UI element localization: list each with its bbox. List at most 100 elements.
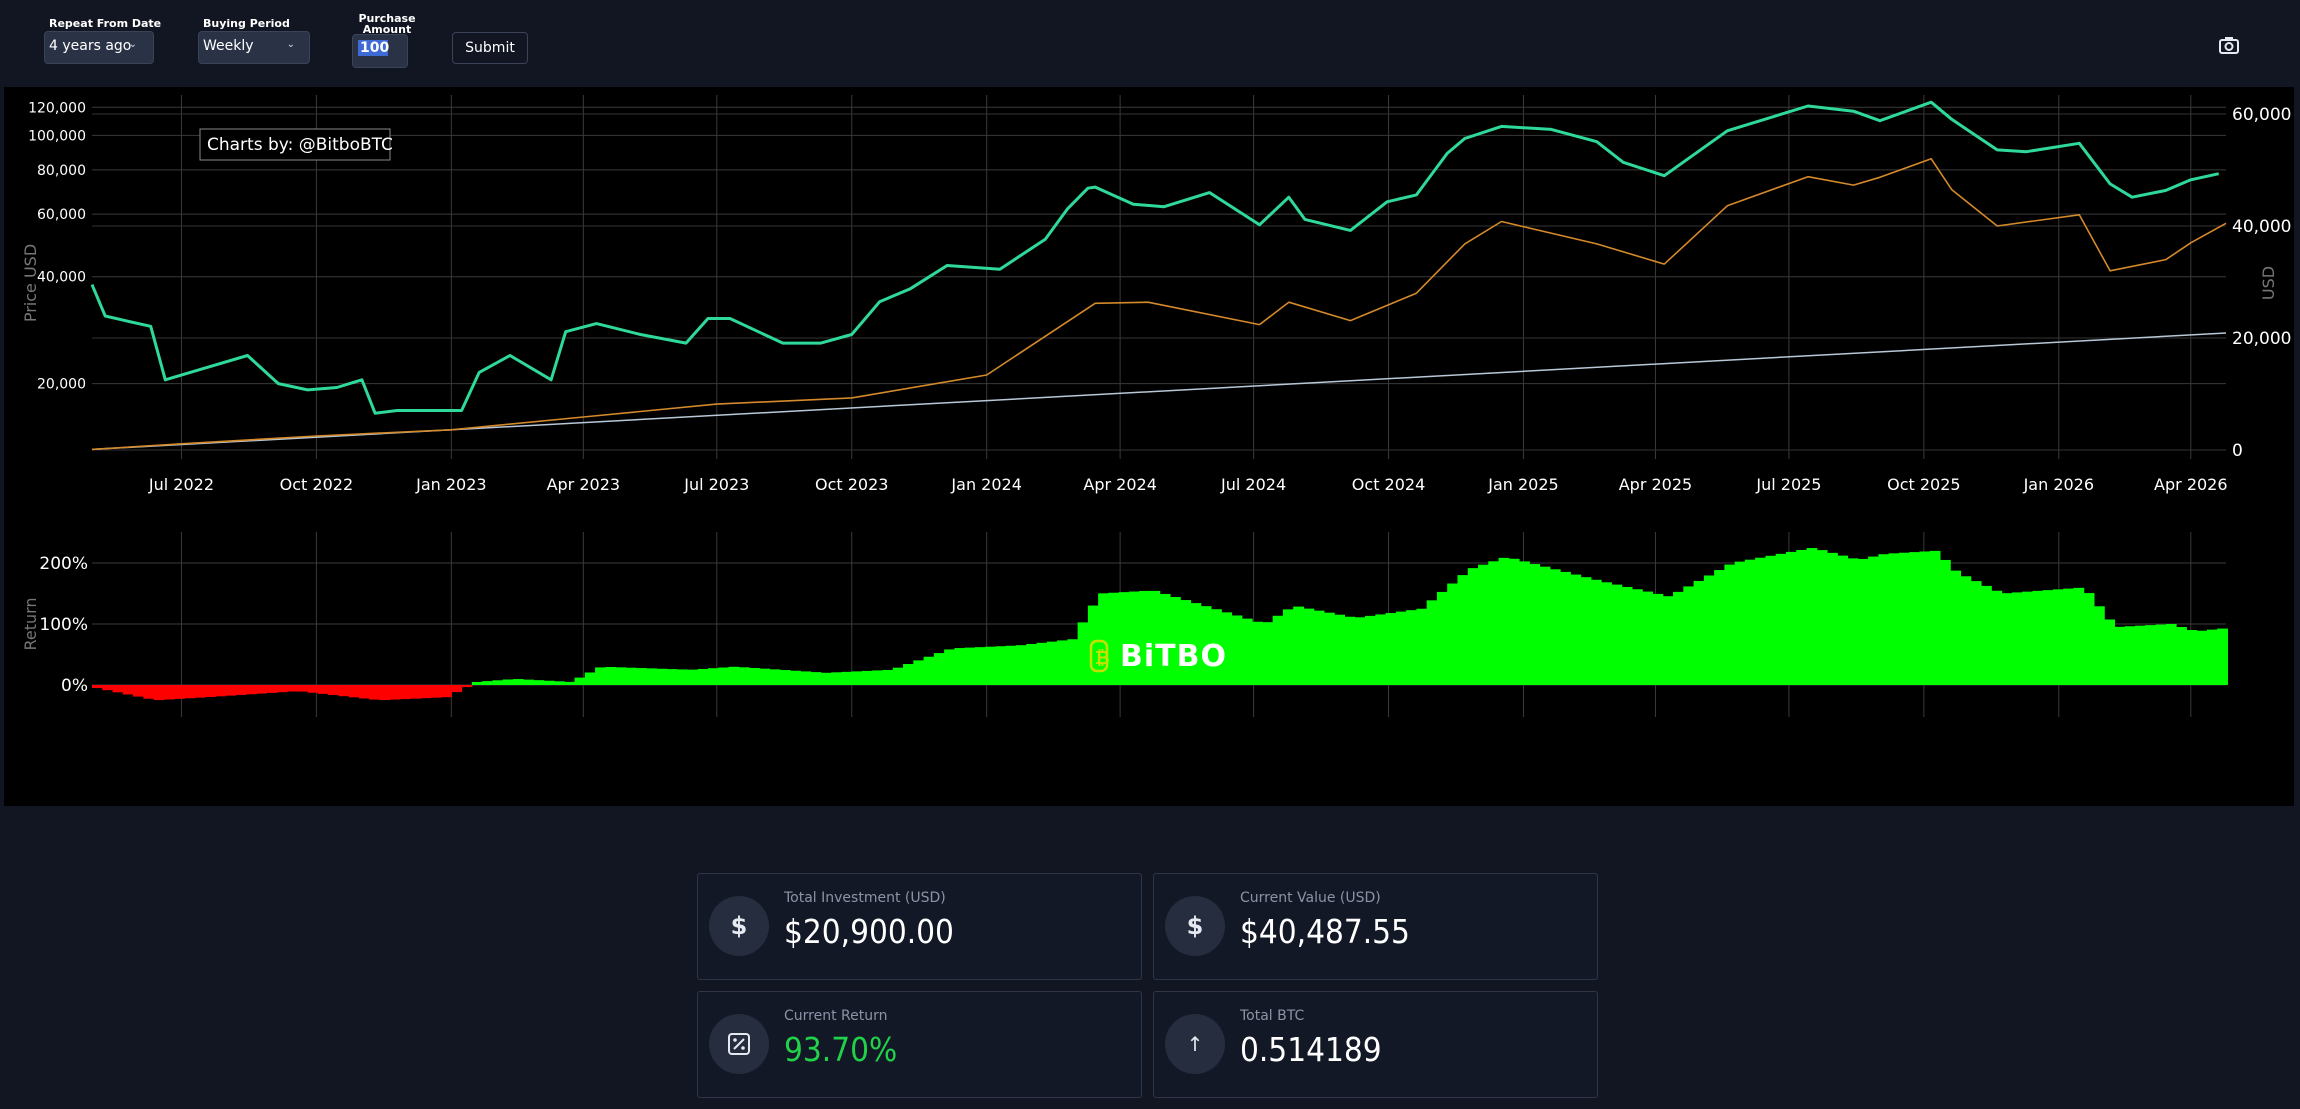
return-bar [862, 670, 873, 685]
return-bar [523, 679, 534, 685]
return-bar [1467, 568, 1479, 685]
return-bar [2042, 590, 2054, 685]
return-bar [1929, 550, 1941, 685]
return-bar [646, 668, 658, 685]
controls-bar: Repeat From Date 4 years ago ⌄ Buying Pe… [0, 0, 2300, 86]
chevron-down-icon: ⌄ [128, 39, 137, 50]
return-bar [1159, 593, 1171, 685]
return-bar [677, 669, 688, 685]
price-x-tick-label: Oct 2025 [1887, 475, 1960, 494]
buying-period-label: Buying Period [203, 17, 290, 30]
return-bar [1098, 593, 1109, 685]
return-bar [482, 681, 493, 685]
return-bar [2001, 593, 2013, 685]
return-bar [1241, 618, 1253, 685]
purchase-amount-value: 100 [358, 40, 390, 56]
return-bar [215, 685, 226, 697]
return-bar [1344, 616, 1356, 685]
return-bar [615, 667, 627, 685]
price-chart-axes: Jul 2022 Oct 2022 Jan 2023 Apr 2023 Jul 2023… [21, 100, 2291, 494]
return-bar [1128, 591, 1140, 685]
purchase-amount-label-line1: Purchase [358, 12, 416, 25]
return-bar [204, 685, 216, 698]
buying-period-select[interactable]: Weekly ⌄ [198, 31, 310, 64]
return-bar [1457, 575, 1469, 685]
return-bar [810, 672, 822, 685]
return-bar [1991, 590, 2003, 685]
total-investment-value: $20,900.00 [784, 912, 954, 951]
return-bar [1036, 642, 1048, 685]
return-bar [1324, 612, 1335, 685]
chart-panel: Jul 2022 Oct 2022 Jan 2023 Apr 2023 Jul 2023… [4, 87, 2294, 806]
return-bar [143, 685, 155, 699]
return-bar [410, 685, 422, 699]
return-bar [985, 646, 996, 685]
return-bar [256, 685, 268, 694]
return-bar [1642, 591, 1654, 685]
price-x-tick-label: Jul 2023 [683, 475, 749, 494]
return-bar [1005, 645, 1017, 685]
arrow-up-icon: ↑ [1165, 1014, 1225, 1074]
return-bar [2165, 624, 2177, 685]
return-bar [1519, 561, 1530, 685]
return-bar [163, 685, 175, 700]
price-x-tick-label: Jan 2024 [950, 475, 1021, 494]
return-bar [1231, 615, 1243, 685]
return-bar [913, 660, 925, 685]
return-bar [2052, 589, 2064, 685]
return-bar [2073, 587, 2085, 685]
return-bar [441, 685, 452, 698]
return-bar [1673, 591, 1684, 685]
camera-icon[interactable] [2218, 34, 2240, 56]
return-bar [882, 669, 894, 685]
return-bar [1857, 558, 1869, 685]
purchase-amount-input[interactable]: 100 [352, 34, 408, 68]
return-bar [1272, 615, 1284, 685]
return-bar [317, 685, 329, 694]
return-bar [749, 667, 760, 685]
return-bar [1395, 611, 1407, 685]
dollar-icon: $ [1165, 896, 1225, 956]
return-bar [2011, 592, 2023, 685]
return-bar [903, 664, 914, 685]
return-bar [892, 667, 904, 685]
return-bar [1077, 622, 1089, 685]
return-bar [184, 685, 196, 699]
price-left-tick-label: 40,000 [37, 270, 86, 286]
return-bar [923, 656, 935, 685]
return-bar [1416, 608, 1428, 685]
return-bar [235, 685, 247, 695]
return-bar [687, 669, 699, 685]
price-x-tick-label: Apr 2024 [1083, 475, 1156, 494]
return-bar [1827, 552, 1838, 685]
return-bar [718, 667, 730, 685]
usd-y-axis-title: USD [2259, 266, 2278, 300]
price-x-tick-label: Apr 2025 [1619, 475, 1692, 494]
return-bar [574, 677, 586, 685]
return-bar [800, 671, 812, 685]
submit-button[interactable]: Submit [452, 32, 528, 64]
return-bar [1919, 551, 1931, 685]
current-value-label: Current Value (USD) [1240, 890, 1381, 906]
return-bar [1847, 558, 1859, 685]
return-bar [1960, 576, 1972, 685]
return-bar [1601, 582, 1612, 685]
return-bar [461, 685, 473, 688]
return-bar [1221, 612, 1233, 685]
return-bar [605, 667, 617, 685]
return-bar [122, 685, 134, 695]
return-bar [112, 685, 124, 693]
return-bar [1775, 553, 1787, 685]
return-bar [194, 685, 206, 698]
price-left-tick-label: 100,000 [28, 128, 86, 144]
return-bar [1744, 559, 1756, 685]
return-bar [348, 685, 360, 698]
return-bar [1211, 609, 1222, 685]
return-bar [1816, 550, 1828, 685]
return-bar [708, 668, 719, 685]
price-x-tick-label: Oct 2024 [1352, 475, 1425, 494]
repeat-from-select[interactable]: 4 years ago ⌄ [44, 31, 154, 64]
return-bar [2063, 588, 2074, 685]
return-bar [1108, 592, 1120, 685]
price-x-tick-label: Jul 2024 [1220, 475, 1286, 494]
